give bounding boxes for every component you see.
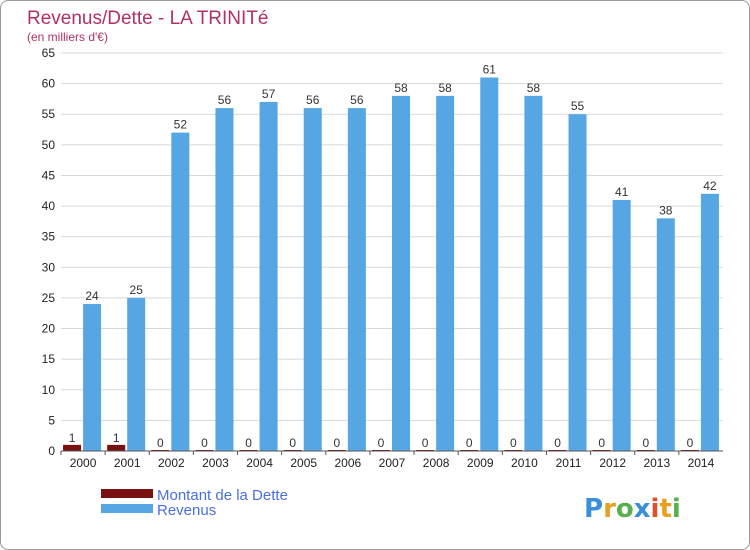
bar-revenus-2009 (480, 77, 499, 451)
logo-letter-2: o (616, 494, 634, 524)
value-label-dette-2002: 0 (157, 436, 164, 450)
value-labels: 1 24 1 25 0 52 0 56 0 57 0 56 0 56 0 58 0 58 0 61 0 58 0 55 0 41 0… (69, 62, 717, 450)
y-tick-label-40: 40 (42, 199, 56, 213)
x-tick-label-2004: 2004 (246, 456, 273, 470)
value-label-revenus-2010: 58 (527, 81, 541, 95)
value-label-revenus-2002: 52 (174, 118, 188, 132)
value-label-dette-2010: 0 (510, 436, 517, 450)
bar-revenus-2010 (524, 95, 543, 451)
bar-dette-2001 (107, 444, 126, 451)
y-tick-label-60: 60 (42, 77, 56, 91)
logo-letter-6: i (672, 494, 681, 524)
logo-letter-1: r (603, 494, 616, 524)
logo-letter-3: x (634, 494, 651, 524)
value-label-dette-2000: 1 (69, 431, 76, 445)
x-tick-label-2009: 2009 (467, 456, 494, 470)
y-tick-label-25: 25 (42, 291, 56, 305)
value-label-dette-2004: 0 (245, 436, 252, 450)
bar-revenus-2002 (171, 132, 190, 451)
y-axis-ticks: 0 5 10 15 20 25 30 35 40 45 50 55 60 65 (42, 46, 56, 458)
x-tick-label-2007: 2007 (379, 456, 406, 470)
value-label-revenus-2007: 58 (394, 81, 408, 95)
y-tick-label-65: 65 (42, 46, 56, 60)
value-label-revenus-2001: 25 (130, 283, 144, 297)
value-label-revenus-2000: 24 (85, 289, 99, 303)
y-tick-label-30: 30 (42, 260, 56, 274)
bar-revenus-2007 (392, 95, 410, 451)
x-axis-ticks: 2000 2001 2002 2003 2004 2005 2006 2007 2008 2009… (60, 451, 715, 470)
x-tick-label-2003: 2003 (202, 456, 229, 470)
x-tick-label-2012: 2012 (599, 456, 626, 470)
logo-letter-5: t (659, 494, 671, 524)
x-tick-label-2006: 2006 (335, 456, 362, 470)
value-label-revenus-2011: 55 (571, 99, 585, 113)
value-label-dette-2007: 0 (378, 436, 385, 450)
value-label-dette-2009: 0 (466, 436, 473, 450)
x-tick-label-2014: 2014 (688, 456, 715, 470)
legend-label-revenus: Revenus (157, 502, 216, 519)
bar-revenus-2004 (259, 101, 278, 451)
y-tick-label-55: 55 (42, 107, 56, 121)
x-tick-label-2005: 2005 (290, 456, 317, 470)
value-label-revenus-2006: 56 (350, 93, 364, 107)
legend: Montant de la Dette Revenus (101, 487, 288, 519)
value-label-revenus-2008: 58 (438, 81, 452, 95)
x-tick-label-2013: 2013 (643, 456, 670, 470)
legend-label-dette: Montant de la Dette (157, 487, 288, 504)
logo-letter-4: i (651, 494, 660, 524)
x-tick-label-2010: 2010 (511, 456, 538, 470)
value-label-dette-2003: 0 (201, 436, 208, 450)
value-label-dette-2006: 0 (334, 436, 341, 450)
value-label-dette-2013: 0 (642, 436, 649, 450)
y-tick-label-0: 0 (48, 444, 55, 458)
logo-letter-0: P (584, 494, 603, 524)
chart-title: Revenus/Dette - LA TRINITé (27, 8, 268, 29)
bar-revenus-2001 (127, 297, 146, 451)
bar-revenus-2005 (303, 108, 322, 451)
x-tick-label-2008: 2008 (423, 456, 450, 470)
y-tick-label-50: 50 (42, 138, 56, 152)
chart-subtitle: (en milliers d'€) (27, 30, 108, 44)
value-label-revenus-2012: 41 (615, 185, 629, 199)
y-tick-label-20: 20 (42, 322, 56, 336)
x-tick-label-2011: 2011 (556, 456, 582, 470)
value-label-revenus-2003: 56 (218, 93, 232, 107)
x-tick-label-2000: 2000 (70, 456, 97, 470)
y-tick-label-10: 10 (42, 383, 56, 397)
y-tick-label-35: 35 (42, 230, 56, 244)
legend-swatch-revenus (101, 504, 153, 513)
bar-revenus-2006 (347, 108, 366, 451)
bar-revenus-2003 (215, 108, 234, 451)
bar-revenus-2000 (83, 304, 102, 451)
value-label-revenus-2014: 42 (703, 179, 717, 193)
bars (63, 77, 719, 452)
bar-revenus-2008 (436, 95, 455, 451)
y-tick-label-5: 5 (48, 413, 55, 427)
bar-revenus-2012 (612, 199, 631, 451)
value-label-dette-2001: 1 (113, 431, 120, 445)
y-tick-label-45: 45 (42, 168, 56, 182)
value-label-dette-2005: 0 (289, 436, 296, 450)
legend-swatch-dette (101, 489, 153, 498)
value-label-revenus-2013: 38 (659, 203, 673, 217)
bar-revenus-2014 (700, 193, 719, 452)
value-label-revenus-2009: 61 (483, 62, 497, 76)
y-tick-label-15: 15 (42, 352, 56, 366)
value-label-dette-2008: 0 (422, 436, 429, 450)
value-label-dette-2012: 0 (598, 436, 605, 450)
bar-revenus-2013 (656, 218, 675, 451)
x-tick-label-2002: 2002 (158, 456, 185, 470)
value-label-revenus-2005: 56 (306, 93, 320, 107)
value-label-dette-2014: 0 (687, 436, 694, 450)
bar-dette-2000 (63, 444, 82, 451)
value-label-revenus-2004: 57 (262, 87, 276, 101)
bar-revenus-2011 (568, 114, 587, 451)
proxiti-logo: Proxiti (584, 494, 681, 524)
value-label-dette-2011: 0 (554, 436, 561, 450)
x-tick-label-2001: 2001 (114, 456, 141, 470)
